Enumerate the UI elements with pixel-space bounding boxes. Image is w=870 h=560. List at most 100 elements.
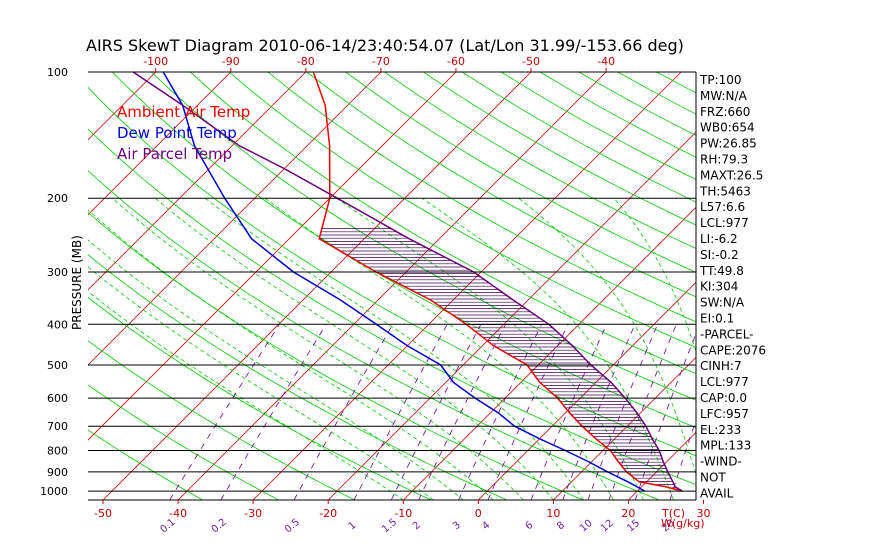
index-readout: TT:49.8 <box>699 264 744 278</box>
dry-adiabat-line <box>656 72 696 94</box>
isotherm-line <box>779 72 870 500</box>
isotherm-line <box>88 72 457 441</box>
mixing-ratio-label: 2 <box>411 520 423 533</box>
moist-adiabat-line <box>264 197 614 500</box>
legend-parcel: Air Parcel Temp <box>117 145 232 163</box>
indices-panel: TP:100 MW:N/A FRZ:660 WB0:654 PW:26.85 RH:79.… <box>695 72 766 500</box>
pressure-tick-label: 600 <box>47 392 68 405</box>
cape-hatch <box>319 228 677 489</box>
isotherm-line <box>88 72 307 291</box>
index-readout: FRZ:660 <box>700 105 750 119</box>
dry-adiabat-line <box>306 72 696 298</box>
dry-adiabat-line <box>88 86 696 457</box>
dewpoint-line <box>162 72 646 492</box>
dry-adiabat-line <box>88 340 356 500</box>
index-readout: RH:79.3 <box>700 153 748 167</box>
mixing-ratio-label: 1 <box>347 520 359 533</box>
isotherm-line <box>177 72 607 500</box>
pressure-tick-label: 900 <box>47 466 68 479</box>
mixing-ratio-label: 0.5 <box>283 517 302 536</box>
isotherm-line <box>327 131 696 500</box>
bottom-temp-label: -30 <box>244 507 262 520</box>
dry-adiabat-line <box>384 72 696 249</box>
mixing-ratio-label: 12 <box>599 518 616 535</box>
bottom-temp-label: -20 <box>319 507 337 520</box>
moist-adiabat-line <box>421 197 674 500</box>
mixing-ratio-line <box>418 324 506 500</box>
index-readout: SW:N/A <box>700 296 745 310</box>
moist-adiabat-line <box>88 266 434 500</box>
mixing-ratio-label: 8 <box>555 520 567 533</box>
index-readout: LCL:977 <box>700 216 749 230</box>
top-temp-label: -50 <box>522 55 540 68</box>
moist-adiabat-line <box>336 197 644 500</box>
dry-adiabat-line <box>345 72 696 273</box>
moist-adiabat-line <box>154 197 554 500</box>
index-readout: AVAIL <box>700 486 734 500</box>
chart-title: AIRS SkewT Diagram 2010-06-14/23:40:54.0… <box>86 36 684 55</box>
isotherm-line <box>0 72 81 500</box>
bottom-temp-label: -10 <box>394 507 412 520</box>
index-readout: MW:N/A <box>700 89 748 103</box>
moist-adiabat-line <box>613 197 696 353</box>
mixing-ratio-label: 0.2 <box>210 517 229 536</box>
index-readout: MPL:133 <box>700 439 751 453</box>
bottom-temp-label: 20 <box>621 507 635 520</box>
index-readout: CAPE:2076 <box>700 343 766 357</box>
index-readout: LFC:957 <box>700 407 749 421</box>
moist-adiabat-line <box>518 197 696 476</box>
dry-adiabat-line <box>88 296 432 500</box>
index-readout: MAXT:26.5 <box>700 168 763 182</box>
pressure-tick-label: 400 <box>47 318 68 331</box>
parcel-temp-line <box>132 72 683 492</box>
top-temp-label: -60 <box>447 55 465 68</box>
mixing-ratio-line <box>390 324 482 500</box>
top-temp-label: -90 <box>222 55 240 68</box>
top-temp-label: -80 <box>297 55 315 68</box>
dry-adiabat-line <box>267 72 696 323</box>
moist-adiabat-line <box>88 239 464 500</box>
index-readout: CAP:0.0 <box>700 391 747 405</box>
mixing-unit-label: W(g/kg) <box>661 517 705 530</box>
index-readout: EI:0.1 <box>700 312 734 326</box>
index-readout: -WIND- <box>700 455 742 469</box>
index-readout: KI:304 <box>700 280 738 294</box>
mixing-ratio-line <box>487 324 569 500</box>
index-readout: CINH:7 <box>700 359 742 373</box>
pressure-tick-label: 700 <box>47 420 68 433</box>
mixing-ratio-label: 10 <box>578 518 595 535</box>
dry-adiabat-line <box>500 72 696 180</box>
mixing-ratio-line <box>293 324 394 500</box>
pressure-tick-label: 500 <box>47 359 68 372</box>
index-readout: SI:-0.2 <box>700 248 739 262</box>
dry-adiabat-line <box>228 72 696 348</box>
moist-adiabat-line <box>112 197 524 500</box>
bottom-temp-label: 30 <box>697 507 711 520</box>
y-axis-label: PRESSURE (MB) <box>70 235 84 330</box>
temp-unit-label: T(C) <box>661 507 685 520</box>
mixing-ratio-line <box>458 324 542 500</box>
mixing-ratio-line <box>353 324 448 500</box>
sounding-traces <box>132 72 683 492</box>
top-temp-label: -100 <box>143 55 168 68</box>
mixing-ratio-line <box>562 324 636 500</box>
moist-adiabat-line <box>88 209 494 500</box>
top-temp-label: -70 <box>372 55 390 68</box>
pressure-tick-label: 800 <box>47 445 68 458</box>
index-readout: L57:6.6 <box>700 200 745 214</box>
isotherm-line <box>88 72 382 366</box>
mixing-ratio-label: 3 <box>451 520 463 533</box>
ambient-temp-line <box>312 72 683 492</box>
mixing-ratio-line <box>169 324 280 500</box>
index-readout: EL:233 <box>700 423 741 437</box>
dry-adiabat-line <box>88 384 279 500</box>
index-readout: LCL:977 <box>700 375 749 389</box>
pressure-tick-label: 200 <box>47 192 68 205</box>
index-readout: LI:-6.2 <box>700 232 738 246</box>
index-readout: -PARCEL- <box>700 327 754 341</box>
isotherm-line <box>478 281 696 500</box>
mixing-ratio-label: 4 <box>480 520 492 533</box>
isotherm-line <box>854 72 870 500</box>
